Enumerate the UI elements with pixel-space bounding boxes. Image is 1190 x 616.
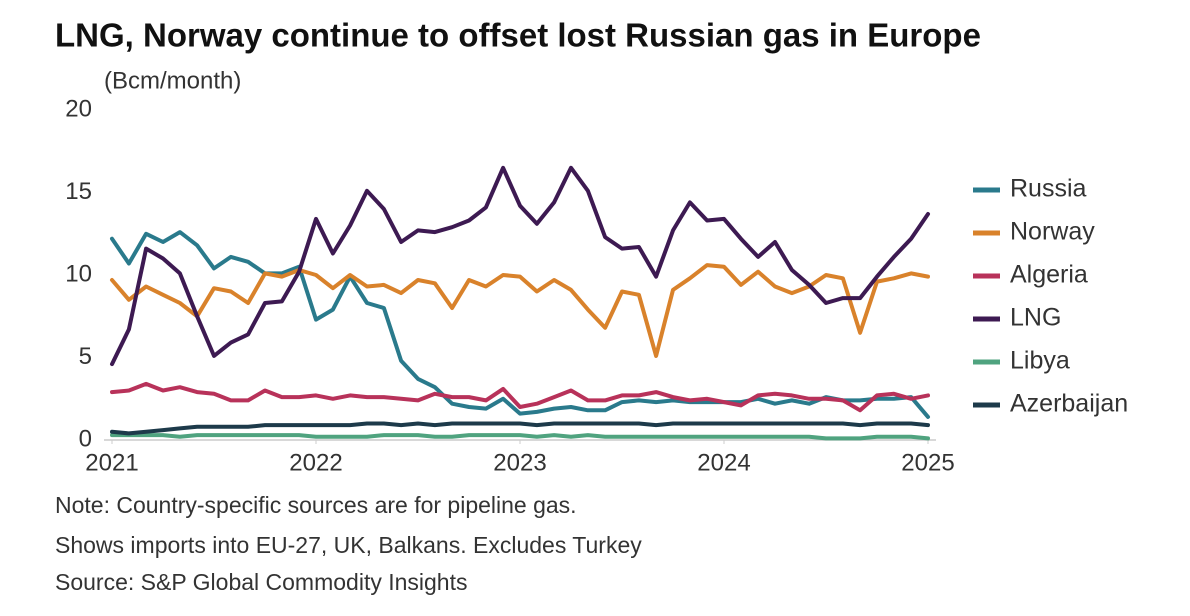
legend-label: Libya bbox=[1010, 347, 1070, 375]
x-tick-label: 2022 bbox=[289, 449, 342, 476]
x-tick-label: 2021 bbox=[85, 449, 138, 476]
x-tick-label: 2023 bbox=[493, 449, 546, 476]
chart-title: LNG, Norway continue to offset lost Russ… bbox=[55, 17, 981, 54]
legend-label: Azerbaijan bbox=[1010, 390, 1128, 418]
series-line bbox=[110, 230, 930, 419]
legend-label: Algeria bbox=[1010, 261, 1088, 289]
note: Shows imports into EU-27, UK, Balkans. E… bbox=[55, 532, 642, 558]
legend-label: Russia bbox=[1010, 175, 1087, 203]
y-tick-label: 20 bbox=[65, 95, 92, 122]
legend-label: LNG bbox=[1010, 304, 1061, 332]
legend-label: Norway bbox=[1010, 218, 1095, 246]
x-tick-label: 2025 bbox=[901, 449, 954, 476]
y-axis-label: (Bcm/month) bbox=[104, 67, 241, 94]
series-line bbox=[110, 433, 930, 441]
x-tick-label: 2024 bbox=[697, 449, 750, 476]
y-tick-label: 10 bbox=[65, 260, 92, 287]
series-line bbox=[110, 421, 930, 436]
y-tick-label: 15 bbox=[65, 178, 92, 205]
series-line bbox=[110, 165, 930, 367]
series-line bbox=[110, 381, 930, 413]
y-tick-label: 5 bbox=[79, 343, 92, 370]
note: Source: S&P Global Commodity Insights bbox=[55, 569, 467, 595]
series-line bbox=[110, 263, 930, 358]
y-tick-label: 0 bbox=[79, 425, 92, 452]
note: Note: Country-specific sources are for p… bbox=[55, 492, 577, 518]
